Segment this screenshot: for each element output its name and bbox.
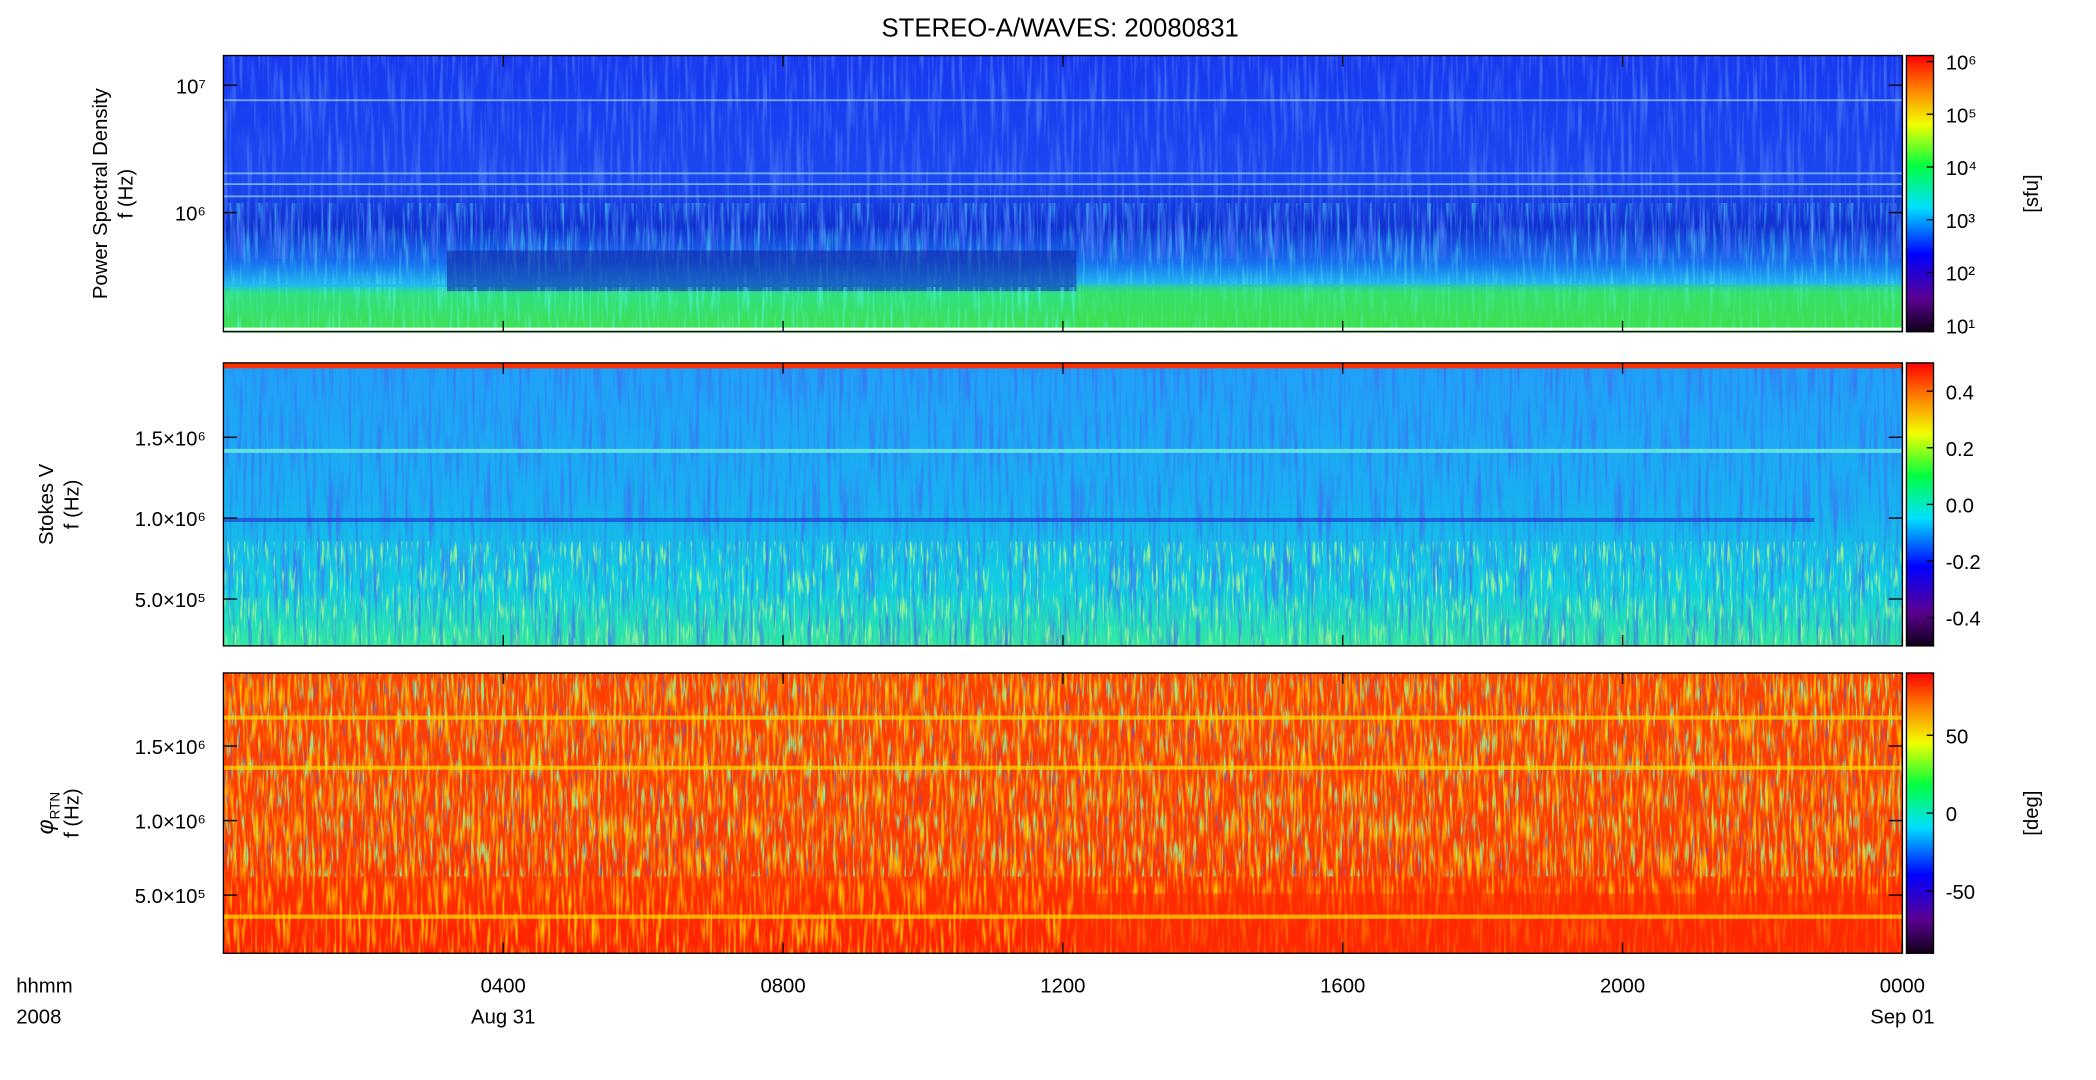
colorbar: [1905, 54, 1935, 333]
spectrogram-stokes: [223, 362, 1903, 646]
x-tick-label: 0400: [481, 976, 526, 998]
colorbar-tick-label: 10¹: [1946, 316, 1976, 338]
x-tick-label: 1200: [1040, 976, 1085, 998]
colorbar-label: [deg]: [2021, 791, 2043, 836]
x-date-label: Aug 31: [471, 1007, 535, 1029]
x-axis-label: 2008: [16, 1007, 61, 1029]
spectrogram-psd: [223, 55, 1903, 332]
y-axis-label: Power Spectral Density: [90, 87, 112, 299]
x-date-label: Sep 01: [1870, 1007, 1934, 1029]
y-axis-label: f (Hz): [62, 788, 84, 838]
y-tick-label: 1.5×10⁶: [135, 737, 206, 759]
x-tick-label: 1600: [1320, 976, 1365, 998]
y-tick-label: 5.0×10⁵: [135, 590, 206, 612]
colorbar-label: [sfu]: [2021, 174, 2043, 212]
colorbar-tick-label: -0.2: [1946, 552, 1981, 574]
y-axis-label-text: Power Spectral Density: [90, 87, 112, 299]
x-tick-label: 0800: [760, 976, 805, 998]
y-axis-label-text: f (Hz): [62, 480, 84, 530]
colorbar-tick-label: 10⁵: [1946, 105, 1977, 127]
colorbar-tick-label: 0.2: [1946, 439, 1974, 461]
y-tick-label: 1.0×10⁶: [135, 509, 206, 531]
colorbar-tick-label: 0.0: [1946, 496, 1974, 518]
colorbar-tick-label: -0.4: [1946, 609, 1981, 631]
y-axis-label-subscript: RTN: [48, 792, 63, 820]
colorbar-tick-label: 10²: [1946, 264, 1976, 286]
colorbar-tick-label: 10⁴: [1946, 158, 1977, 180]
y-tick-label: 10⁷: [176, 76, 206, 98]
colorbar-tick-label: -50: [1946, 882, 1975, 904]
x-tick-label: 2000: [1600, 976, 1645, 998]
colorbar-tick-label: 50: [1946, 726, 1969, 748]
y-axis-label: f (Hz): [62, 480, 84, 530]
y-axis-label: Stokes V: [36, 463, 58, 545]
y-tick-label: 5.0×10⁵: [135, 886, 206, 908]
spectrogram-phi: [223, 672, 1903, 954]
x-tick-label: 0000: [1880, 976, 1925, 998]
x-axis-label: hhmm: [16, 976, 72, 998]
y-axis-label: φRTN: [32, 792, 63, 835]
colorbar-tick-label: 0: [1946, 804, 1957, 826]
y-tick-label: 1.0×10⁶: [135, 812, 206, 834]
y-axis-label-text: Stokes V: [36, 463, 58, 545]
y-tick-label: 1.5×10⁶: [135, 428, 206, 450]
y-axis-label: f (Hz): [116, 169, 138, 219]
colorbar-tick-label: 10⁶: [1946, 53, 1977, 75]
y-axis-label-text: φ: [32, 819, 58, 834]
y-tick-label: 10⁶: [175, 204, 206, 226]
y-axis-label-text: f (Hz): [62, 788, 84, 838]
y-axis-label-text: f (Hz): [116, 169, 138, 219]
chart-title: STEREO-A/WAVES: 20080831: [882, 15, 1239, 43]
colorbar-tick-label: 0.4: [1946, 382, 1974, 404]
colorbar-tick-label: 10³: [1946, 211, 1976, 233]
